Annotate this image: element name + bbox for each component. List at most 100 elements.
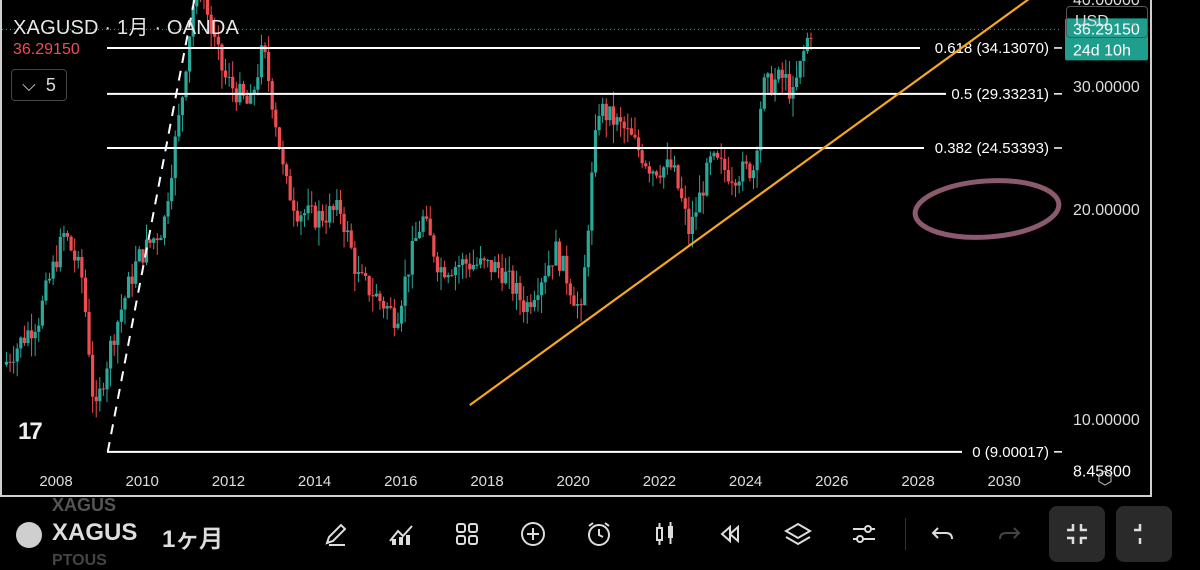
candle-body [435, 256, 440, 273]
candle-body [795, 77, 799, 88]
candle-body [58, 236, 62, 268]
chart-settings-icon[interactable]: ⬡ [1097, 468, 1113, 488]
candle-body [511, 270, 515, 294]
x-axis-tick-label: 2020 [557, 473, 590, 490]
candle-body [547, 265, 551, 276]
undo-icon[interactable] [923, 514, 963, 554]
candle-body [755, 150, 759, 171]
symbol-title[interactable]: XAGUSD · 1月 · OANDA [13, 17, 240, 39]
currency-select[interactable]: USD ⌄ [1066, 6, 1148, 38]
candle-body [256, 77, 260, 90]
candle-body [428, 218, 432, 236]
candle-body [744, 161, 748, 164]
chevron-down-icon: ⌄ [1128, 15, 1139, 29]
candle-body [590, 172, 594, 231]
candle-body [536, 295, 540, 301]
candle-body [654, 171, 659, 176]
templates-icon[interactable] [447, 514, 487, 554]
symbol-button[interactable]: XAGUS [52, 519, 138, 546]
candle-body [730, 181, 734, 183]
candle-body [787, 74, 792, 99]
candle-body [500, 268, 504, 284]
candle-body [802, 51, 806, 61]
fullscreen-button[interactable] [1049, 506, 1105, 562]
replay-icon[interactable] [711, 514, 751, 554]
chart-panel[interactable]: 1 (49.66445)0.618 (34.13070)0.5 (29.3323… [0, 0, 1152, 497]
candle-body [705, 162, 709, 196]
alert-clock-icon[interactable] [579, 514, 619, 554]
candle-body [73, 250, 77, 261]
price-chart[interactable]: 1 (49.66445)0.618 (34.13070)0.5 (29.3323… [2, 0, 1152, 497]
candle-body [123, 297, 127, 310]
indicator-count: 5 [45, 74, 56, 95]
candle-body [493, 261, 497, 273]
candle-body [213, 33, 217, 37]
interval-button[interactable]: 1ヶ月 [162, 526, 224, 553]
candle-body [460, 259, 465, 266]
candle-body [561, 255, 565, 271]
candle-body [159, 237, 163, 241]
x-axis-tick-label: 2018 [470, 473, 503, 490]
candle-body [51, 261, 55, 279]
candle-body [414, 238, 418, 242]
candle-type-icon[interactable] [645, 514, 685, 554]
add-icon[interactable] [513, 514, 553, 554]
candle-body [712, 152, 716, 157]
symbol-icon[interactable] [16, 522, 42, 548]
candle-body [277, 127, 282, 149]
candle-body [583, 267, 587, 306]
symbol-ghost-top: XAGUS [52, 495, 117, 515]
candle-body [468, 263, 472, 270]
highlight-ellipse [912, 178, 1062, 240]
candle-body [389, 306, 393, 308]
candle-body [751, 170, 756, 179]
candle-body [769, 73, 774, 94]
candle-body [486, 260, 490, 262]
candle-body [539, 282, 544, 296]
candle-body [209, 14, 213, 34]
expand-icon [1134, 524, 1142, 544]
candle-body [87, 312, 91, 355]
candle-body [126, 276, 131, 298]
indicators-icon[interactable] [381, 514, 421, 554]
candle-body [457, 265, 461, 267]
current-price-badge [1065, 18, 1148, 61]
candle-body [525, 302, 529, 312]
candle-body [8, 361, 12, 363]
pencil-icon[interactable] [316, 514, 356, 554]
candle-body [766, 73, 770, 78]
redo-icon[interactable] [989, 514, 1029, 554]
candle-body [259, 45, 264, 78]
current-price-label: 36.29150 [1073, 21, 1140, 38]
candle-body [417, 231, 422, 239]
candle-body [44, 280, 48, 301]
candle-body [205, 0, 210, 15]
candle-body [313, 205, 317, 228]
candle-body [723, 158, 727, 171]
y-axis-tick-label: 40.00000 [1073, 0, 1140, 9]
candle-body [338, 199, 343, 214]
more-button[interactable] [1116, 506, 1172, 562]
settings-sliders-icon[interactable] [844, 514, 884, 554]
candle-body [651, 171, 655, 174]
candle-body [698, 192, 702, 213]
candle-body [364, 273, 368, 277]
candle-body [662, 167, 666, 178]
candle-body [98, 388, 102, 402]
x-axis-tick-label: 2008 [39, 473, 72, 490]
candle-body [328, 206, 332, 223]
x-axis-tick-label: 2026 [815, 473, 848, 490]
candle-body [640, 150, 644, 164]
candle-body [680, 188, 684, 199]
candle-body [184, 71, 188, 98]
candle-body [76, 256, 80, 261]
indicator-toggle[interactable]: ⌵ 5 [11, 69, 67, 101]
candle-body [371, 295, 375, 297]
candle-body [134, 261, 138, 284]
layers-icon[interactable] [778, 514, 818, 554]
candle-body [392, 307, 396, 328]
candle-body [446, 275, 450, 278]
symbol-ghost-bottom: PTOUS [52, 552, 107, 569]
candle-body [80, 256, 84, 278]
candle-body [252, 89, 256, 94]
